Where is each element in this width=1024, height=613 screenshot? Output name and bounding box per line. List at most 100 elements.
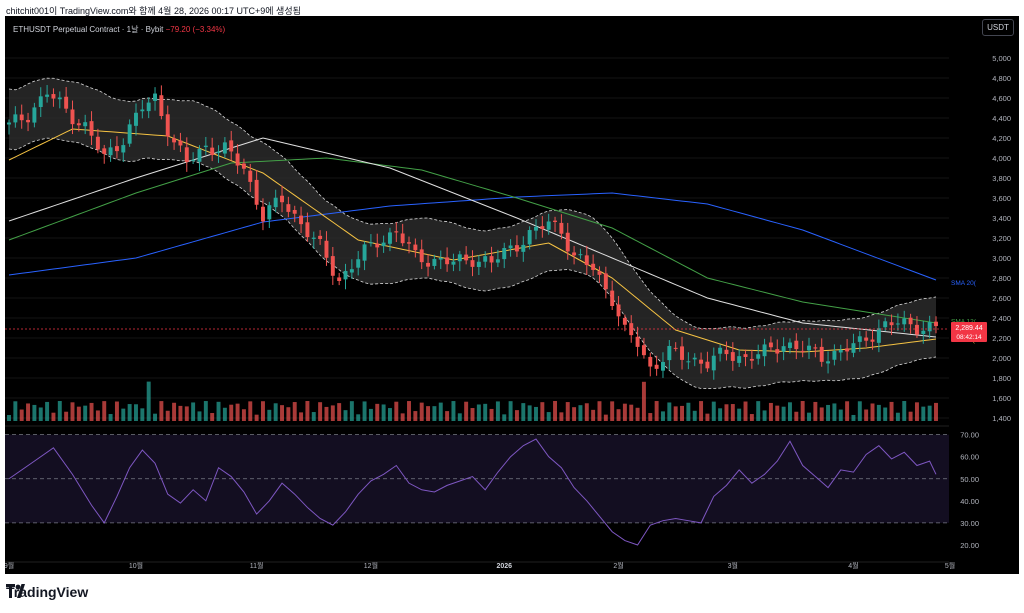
volume-bar — [794, 411, 799, 421]
volume-bar — [134, 404, 138, 421]
volume-bar — [445, 411, 450, 421]
volume-bar — [356, 414, 361, 421]
volume-bar — [692, 410, 697, 421]
time-tick-label: 2월 — [613, 561, 623, 570]
volume-bar — [127, 404, 132, 421]
volume-bar — [267, 409, 272, 421]
volume-bar — [711, 401, 716, 421]
candle-body — [451, 261, 456, 265]
volume-bar — [724, 404, 729, 421]
last-price-badge — [951, 322, 987, 342]
candle-body — [883, 321, 888, 328]
rsi-tick-label: 50.00 — [960, 475, 979, 484]
volume-bar — [680, 405, 684, 421]
ma-label: SMA 20( — [951, 280, 977, 287]
candle-body — [514, 245, 519, 252]
volume-bar — [838, 409, 843, 421]
volume-bar — [95, 410, 100, 421]
volume-bar — [718, 408, 723, 421]
volume-bar — [813, 401, 818, 421]
candle-body — [197, 149, 202, 162]
candle-body — [800, 350, 805, 353]
price-tick-label: 2,000 — [992, 354, 1011, 363]
candle-body — [76, 123, 81, 126]
candle-body — [362, 244, 367, 261]
candle-body — [13, 114, 18, 123]
volume-bar — [768, 402, 773, 421]
candle-body — [794, 340, 799, 350]
candle-body — [876, 328, 881, 343]
candle-body — [718, 347, 723, 354]
volume-bar — [121, 408, 126, 421]
currency-unit-button[interactable]: USDT — [982, 19, 1014, 36]
volume-bar — [464, 401, 469, 421]
candle-body — [413, 244, 418, 251]
candle-body — [895, 323, 900, 325]
volume-bar — [495, 401, 500, 421]
volume-bar — [902, 401, 907, 421]
candle-body — [845, 348, 850, 352]
volume-bar — [381, 404, 386, 421]
candle-body — [616, 304, 621, 317]
volume-bar — [375, 403, 380, 421]
price-tick-label: 3,000 — [992, 254, 1011, 263]
candle-body — [38, 96, 43, 108]
candle-body — [330, 256, 335, 276]
candle-body — [584, 255, 589, 266]
price-tick-label: 5,000 — [992, 54, 1011, 63]
volume-bar — [908, 411, 913, 421]
volume-bar — [400, 413, 405, 421]
candle-body — [349, 269, 354, 273]
volume-bar — [32, 404, 37, 421]
volume-bar — [591, 409, 596, 421]
candle-body — [445, 257, 450, 265]
volume-bar — [387, 408, 392, 421]
candle-body — [210, 147, 215, 155]
rsi-tick-label: 40.00 — [960, 497, 979, 506]
volume-bar — [730, 404, 735, 421]
volume-bar — [432, 406, 437, 421]
volume-bar — [502, 414, 507, 421]
volume-bar — [337, 403, 342, 421]
candle-body — [64, 96, 69, 109]
price-tick-label: 1,400 — [992, 414, 1011, 423]
candle-body — [540, 226, 545, 230]
bollinger-upper — [8, 77, 937, 329]
volume-bar — [311, 412, 316, 421]
volume-bar — [699, 401, 704, 421]
price-tick-label: 4,600 — [992, 94, 1011, 103]
volume-bar — [934, 402, 938, 421]
candle-body — [921, 330, 926, 335]
candle-body — [108, 147, 113, 156]
candle-body — [527, 230, 532, 245]
candle-body — [134, 112, 138, 126]
price-tick-label: 1,800 — [992, 374, 1011, 383]
candle-body — [724, 349, 729, 355]
candle-body — [51, 94, 56, 99]
brand-name: TradingView — [6, 584, 89, 600]
candle-body — [464, 254, 469, 261]
volume-bar — [197, 411, 202, 421]
candle-body — [635, 336, 640, 347]
candle-body — [546, 221, 551, 230]
volume-bar — [241, 409, 246, 421]
candle-body — [838, 349, 843, 353]
bollinger-lower — [8, 137, 937, 389]
chart-svg[interactable]: 5,000 4,800 4,600 4,400 4,200 4,000 3,800 3,600… — [5, 16, 1019, 574]
price-tick-label: 4,400 — [992, 114, 1011, 123]
price-tick-label: 1,600 — [992, 394, 1011, 403]
price-tick-label: 2,600 — [992, 294, 1011, 303]
price-tick-label: 3,400 — [992, 214, 1011, 223]
chart-area[interactable]: 5,000 4,800 4,600 4,400 4,200 4,000 3,800 3,600… — [5, 16, 1019, 574]
volume-bar — [51, 412, 56, 421]
volume-bar — [248, 401, 253, 421]
candle-body — [165, 114, 170, 137]
candle-body — [934, 321, 938, 327]
volume-bar — [19, 409, 24, 421]
candle-body — [476, 261, 481, 267]
chart-attribution: chitchit001이 TradingView.com와 함께 4월 28, … — [6, 6, 301, 16]
candle-body — [534, 226, 538, 231]
time-tick-label: 12월 — [364, 561, 378, 570]
candle-body — [70, 109, 75, 125]
volume-bar — [578, 405, 583, 421]
